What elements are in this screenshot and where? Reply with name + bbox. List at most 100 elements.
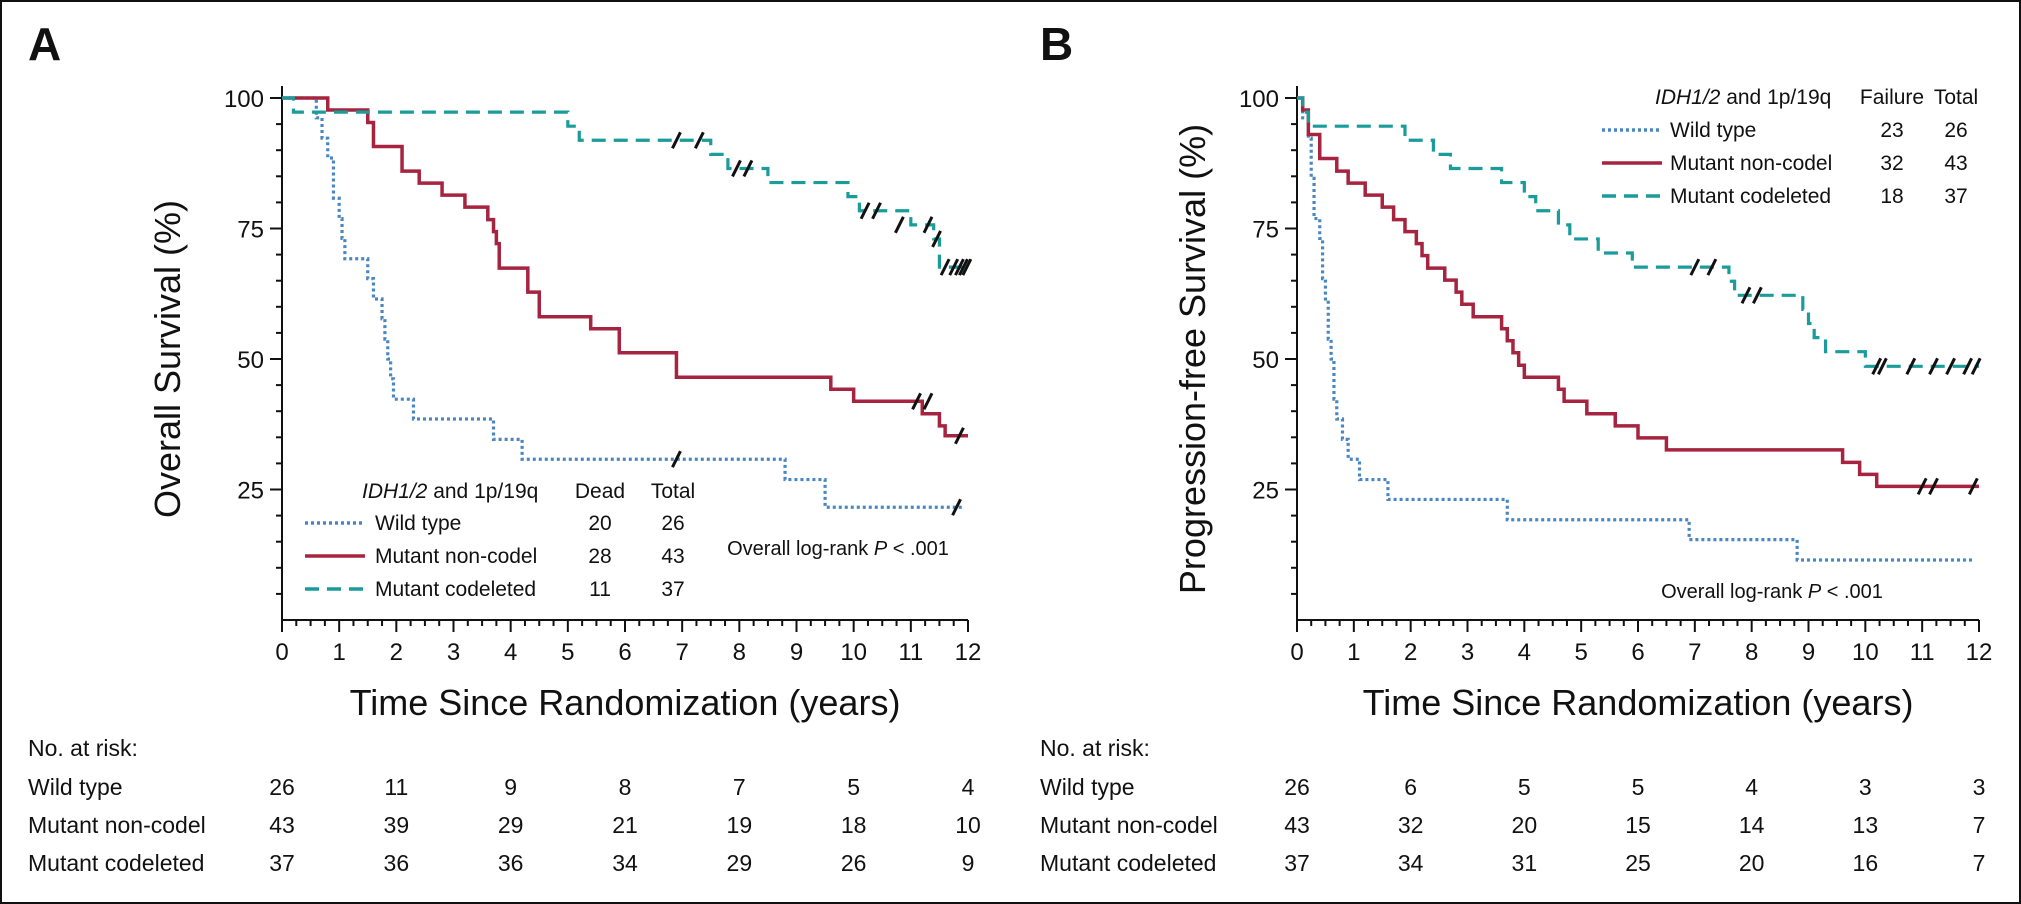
risk-cell: 3 [1973,774,1986,800]
risk-table-title: No. at risk: [1040,735,1150,761]
risk-cell: 34 [1398,850,1424,876]
y-tick-label: 75 [237,217,264,244]
risk-row-label: Mutant codeleted [28,850,204,876]
risk-cell: 36 [498,850,524,876]
x-tick-label: 12 [955,639,982,666]
x-tick-label: 7 [675,639,688,666]
risk-cell: 9 [504,774,517,800]
y-tick-label: 50 [237,347,264,374]
censor-mark [931,230,942,248]
legend-title: IDH1/2 and 1p/19q [362,480,538,503]
y-tick-label: 25 [1252,478,1279,505]
x-tick-label: 8 [1745,639,1758,666]
censor-mark [1945,357,1956,375]
series-line [282,96,968,438]
risk-cell: 25 [1625,850,1651,876]
risk-cell: 43 [269,812,295,838]
risk-table-title: No. at risk: [28,735,138,761]
legend-total-header: Total [651,480,695,503]
legend-events-header: Failure [1860,86,1924,109]
legend-total: 37 [1944,185,1967,208]
risk-cell: 5 [1632,774,1645,800]
risk-cell: 8 [619,774,632,800]
risk-cell: 15 [1625,812,1651,838]
x-tick-label: 0 [1290,639,1303,666]
legend-events: 28 [588,545,611,568]
censor-mark [1905,357,1917,375]
series-line [1297,96,1974,562]
censor-mark [939,258,951,276]
x-tick-label: 5 [561,639,574,666]
censor-mark [954,258,965,276]
x-tick-label: 12 [1966,639,1993,666]
x-tick-label: 9 [790,639,803,666]
risk-cell: 21 [612,812,638,838]
risk-cell: 18 [841,812,867,838]
censor-mark [1706,258,1718,276]
x-tick-label: 4 [1518,639,1531,666]
censor-mark [1689,258,1701,276]
legend-total: 43 [661,545,684,568]
y-tick-label: 100 [224,86,264,113]
series-line [1297,96,1979,368]
legend-events: 11 [589,578,611,601]
x-tick-label: 1 [332,639,345,666]
risk-row-label: Mutant non-codel [1040,812,1218,838]
risk-cell: 10 [955,812,981,838]
risk-cell: 37 [269,850,295,876]
x-tick-label: 6 [1631,639,1644,666]
censor-mark [671,450,682,468]
censor-mark [951,498,962,516]
risk-row-label: Mutant non-codel [28,812,206,838]
y-tick-label: 50 [1252,347,1279,374]
censor-mark [1967,477,1979,496]
censor-mark [1877,357,1888,375]
risk-cell: 4 [962,774,975,800]
y-tick-label: 100 [1239,86,1279,113]
x-tick-label: 2 [1404,639,1417,666]
risk-cell: 26 [1284,774,1310,800]
censor-mark [1871,357,1883,375]
censor-mark [954,427,965,445]
series-line [282,96,968,269]
risk-cell: 43 [1284,812,1310,838]
risk-cell: 29 [498,812,524,838]
risk-row-label: Mutant codeleted [1040,850,1216,876]
censor-mark [1970,357,1982,375]
x-tick-label: 10 [840,639,867,666]
legend-label: Mutant codeleted [1670,185,1831,208]
risk-row-label: Wild type [28,774,123,800]
risk-cell: 31 [1512,850,1538,876]
legend-events-header: Dead [575,480,625,503]
risk-cell: 20 [1739,850,1765,876]
censor-mark [1928,357,1939,375]
risk-cell: 5 [847,774,860,800]
legend-total-header: Total [1934,86,1978,109]
censor-mark [742,159,754,178]
legend-label: Wild type [1670,119,1756,142]
series-line [282,96,963,509]
x-tick-label: 6 [618,639,631,666]
risk-cell: 11 [384,774,408,800]
risk-cell: 7 [1973,850,1986,876]
panel-letter: B [1040,18,1073,70]
censor-mark [961,258,973,276]
censor-mark [871,202,882,220]
y-axis-title: Progression-free Survival (%) [1172,124,1213,594]
risk-cell: 29 [727,850,753,876]
risk-cell: 20 [1512,812,1538,838]
censor-mark [922,216,934,234]
legend-label: Wild type [375,512,461,535]
censor-mark [958,258,969,276]
legend-title: IDH1/2 and 1p/19q [1655,86,1831,109]
risk-cell: 37 [1284,850,1310,876]
legend-label: Mutant codeleted [375,578,536,601]
x-tick-label: 11 [1910,639,1935,666]
legend-events: 23 [1880,119,1903,142]
x-tick-label: 2 [390,639,403,666]
x-axis-title: Time Since Randomization (years) [350,682,901,723]
censor-mark [671,131,682,149]
x-tick-label: 3 [447,639,460,666]
